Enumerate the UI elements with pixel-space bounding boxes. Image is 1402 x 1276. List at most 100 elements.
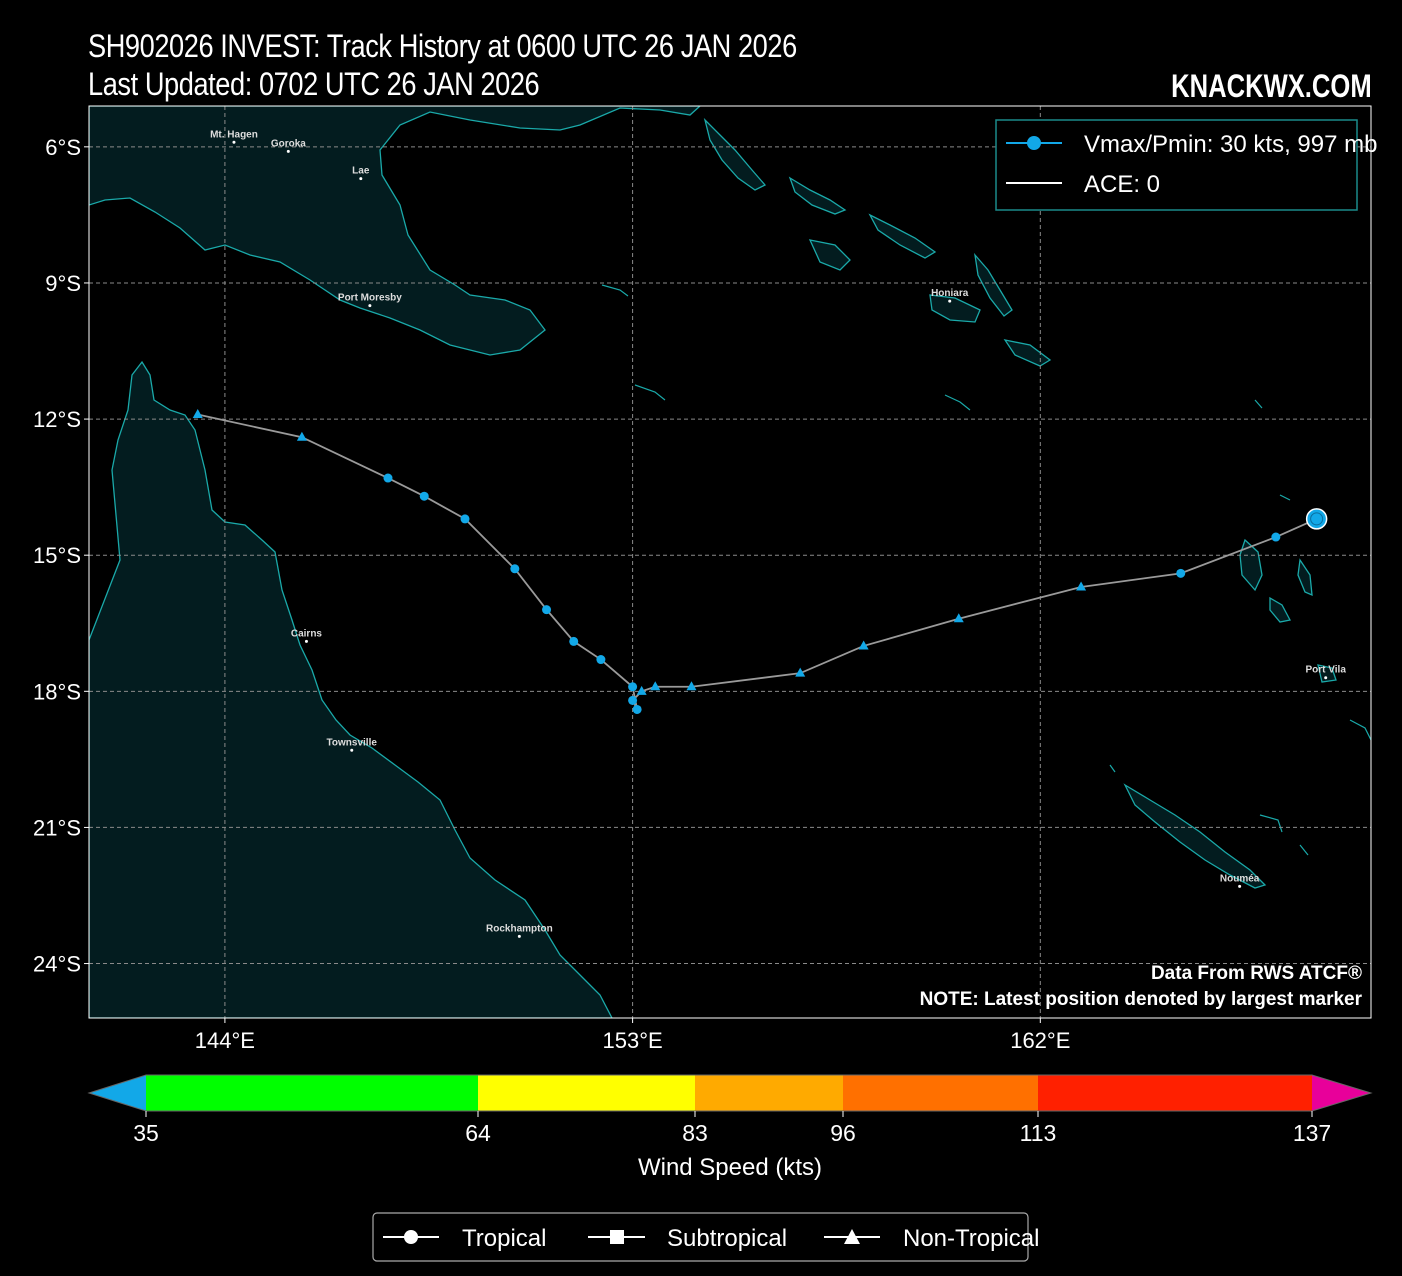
city-label: Port Moresby — [338, 293, 402, 304]
lon-tick-label: 153°E — [603, 1028, 663, 1053]
santa-isabel-island — [868, 213, 937, 259]
islet — [1349, 719, 1371, 741]
track-point-tropical — [542, 605, 552, 615]
storm-track — [192, 409, 1328, 714]
islet — [944, 394, 971, 411]
city-label: Nouméa — [1220, 873, 1260, 884]
lon-tick-label: 162°E — [1010, 1028, 1070, 1053]
legend-vmax-label: Vmax/Pmin: 30 kts, 997 mb — [1084, 131, 1377, 158]
map-legend: Vmax/Pmin: 30 kts, 997 mb ACE: 0 — [995, 119, 1377, 211]
tropical-legend-marker — [404, 1230, 418, 1244]
map-frame — [88, 105, 1372, 1019]
city-marker — [517, 934, 521, 938]
source-note: Data From RWS ATCF® — [1151, 963, 1362, 984]
colorbar-ticks: 35 64 83 96 113 137 — [133, 1111, 1331, 1146]
city-marker — [286, 149, 290, 153]
new-guinea-landmass — [89, 106, 701, 356]
track-point-tropical — [1271, 532, 1281, 542]
map-title: SH902026 INVEST: Track History at 0600 U… — [88, 28, 797, 64]
track-point-tropical — [628, 682, 638, 692]
track-point-non-tropical — [858, 640, 869, 650]
colorbar-tick-label: 83 — [682, 1120, 708, 1146]
malekula-island — [1269, 596, 1291, 623]
subtropical-legend-label: Subtropical — [667, 1225, 787, 1252]
city-marker — [1238, 884, 1242, 888]
map-subtitle: Last Updated: 0702 UTC 26 JAN 2026 — [88, 66, 540, 102]
graticule — [89, 106, 1371, 1018]
islet — [1299, 844, 1309, 856]
colorbar-band-64-83 — [478, 1075, 695, 1111]
malaita-island — [974, 252, 1013, 317]
track-point-non-tropical — [1076, 581, 1087, 591]
choiseul-island — [788, 176, 847, 215]
lat-tick-label: 12°S — [33, 407, 81, 432]
track-point-tropical — [510, 564, 520, 574]
wind-speed-colorbar: 35 64 83 96 113 137 Wind Speed (kts) — [87, 1074, 1373, 1181]
storm-type-legend: Tropical Subtropical Non-Tropical — [372, 1212, 1040, 1262]
australia-landmass — [89, 360, 613, 1018]
colorbar-band-83-96 — [695, 1075, 843, 1111]
tropical-legend-label: Tropical — [462, 1225, 546, 1252]
track-line — [197, 413, 1318, 710]
track-point-non-tropical — [953, 613, 964, 623]
makira-island — [1003, 339, 1052, 367]
colorbar-tick-label: 137 — [1293, 1120, 1331, 1146]
track-point-tropical — [596, 655, 606, 665]
subtropical-legend-marker — [610, 1230, 624, 1244]
lat-tick-label: 18°S — [33, 679, 81, 704]
city-marker — [232, 140, 236, 144]
colorbar-under-arrow — [89, 1075, 146, 1111]
track-point-non-tropical — [636, 685, 647, 695]
track-point-tropical — [632, 704, 642, 714]
city-label: Cairns — [291, 628, 323, 639]
non-tropical-legend-label: Non-Tropical — [903, 1225, 1040, 1252]
city-label: Port Vila — [1306, 665, 1347, 676]
city-marker — [948, 299, 952, 303]
lat-tick-label: 6°S — [45, 135, 81, 160]
islet — [1259, 814, 1283, 833]
track-point-non-tropical — [686, 681, 697, 691]
track-point-non-tropical — [296, 431, 307, 441]
colorbar-tick-label: 64 — [465, 1120, 491, 1146]
axis-labels: 6°S 9°S 12°S 15°S 18°S 21°S 24°S 144°E 153°E 162°… — [33, 135, 1070, 1053]
lat-tick-label: 15°S — [33, 543, 81, 568]
latest-position-inner — [1310, 512, 1324, 526]
non-tropical-legend-marker — [844, 1229, 860, 1244]
track-point-tropical — [1176, 568, 1186, 578]
colorbar-band-96-113 — [843, 1075, 1038, 1111]
brand-label: KNACKWX.COM — [1171, 68, 1372, 104]
track-point-tropical — [569, 636, 579, 646]
track-point-non-tropical — [795, 667, 806, 677]
city-marker — [350, 748, 354, 752]
guadalcanal-island — [929, 294, 981, 323]
colorbar-tick-label: 96 — [830, 1120, 856, 1146]
islet — [1109, 764, 1116, 773]
city-label: Rockhampton — [486, 923, 553, 934]
track-point-tropical — [383, 473, 393, 483]
legend-box — [995, 119, 1358, 211]
track-point-non-tropical — [650, 681, 661, 691]
city-marker — [368, 304, 372, 308]
colorbar-band-35-64 — [146, 1075, 478, 1111]
city-label: Honiara — [931, 288, 969, 299]
new-caledonia-island — [1123, 783, 1267, 889]
efate-island — [1317, 664, 1337, 683]
colorbar-tick-label: 113 — [1020, 1120, 1057, 1146]
latest-note: NOTE: Latest position denoted by largest… — [920, 989, 1363, 1010]
city-label: Goroka — [271, 138, 306, 149]
bougainville-island — [703, 117, 767, 191]
type-legend-box — [372, 1212, 1029, 1262]
city-marker — [1324, 676, 1328, 680]
city-marker — [359, 177, 363, 181]
legend-ace-label: ACE: 0 — [1084, 171, 1160, 198]
track-point-tropical — [460, 514, 470, 524]
colorbar-band-113-137 — [1038, 1075, 1312, 1111]
islet — [1254, 399, 1263, 409]
city-labels: Mt. Hagen Goroka Lae Port Moresby Honiara Cai… — [210, 129, 1346, 938]
lon-tick-label: 144°E — [195, 1028, 255, 1053]
islet — [634, 384, 666, 401]
land-masses — [89, 106, 1371, 1018]
city-marker — [304, 639, 308, 643]
islet — [601, 284, 629, 297]
track-point-tropical — [628, 695, 638, 705]
